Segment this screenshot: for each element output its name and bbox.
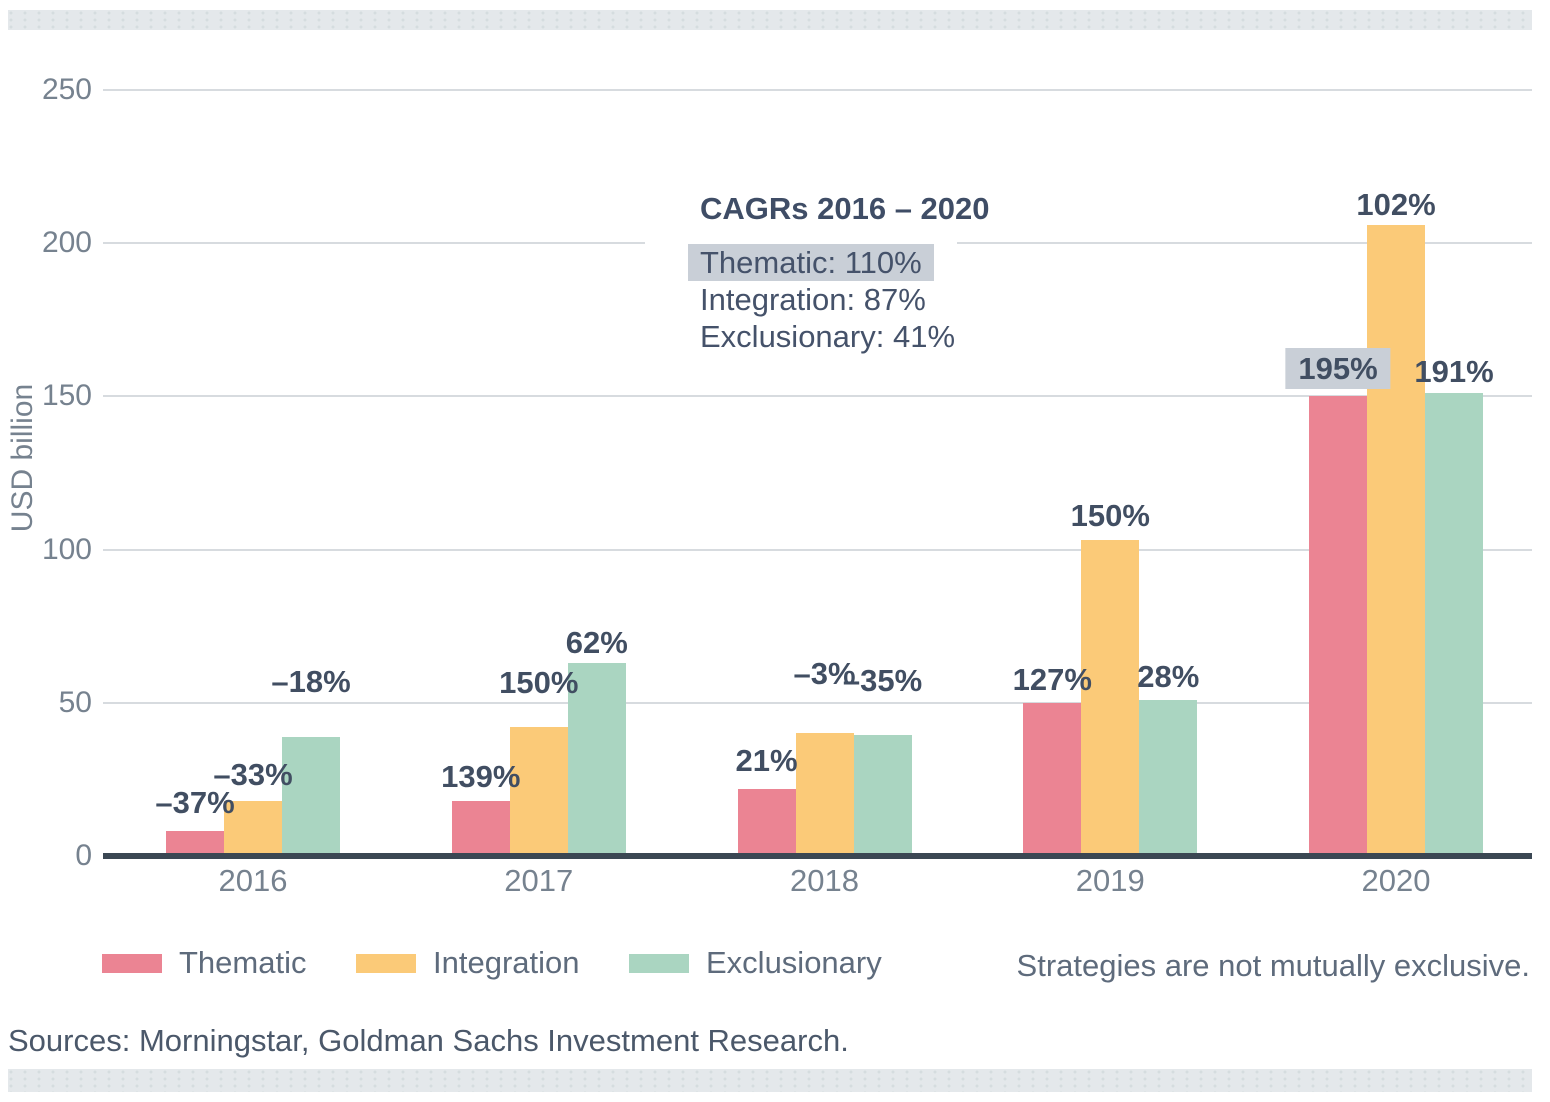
- bar-label-thematic-2020: 195%: [1285, 348, 1391, 390]
- cagr-line: Thematic: 110%: [688, 244, 957, 281]
- bar-integration-2016: [224, 800, 282, 856]
- x-tick-label-2016: 2016: [218, 863, 288, 898]
- cagr-line: Integration: 87%: [700, 281, 957, 318]
- x-tick-label-2018: 2018: [790, 863, 859, 898]
- cagr-line-text: Integration: 87%: [700, 282, 926, 317]
- bar-label-integration-2018: –3%: [793, 656, 856, 692]
- sources-text: Sources: Morningstar, Goldman Sachs Inve…: [8, 1023, 849, 1058]
- bar-label-integration-2020: 102%: [1356, 186, 1436, 222]
- bar-thematic-2018: [737, 788, 796, 856]
- x-axis-line: [103, 853, 1532, 859]
- legend-item-thematic: Thematic: [102, 945, 306, 981]
- legend-item-integration: Integration: [356, 945, 580, 981]
- bar-thematic-2019: [1023, 702, 1082, 856]
- legend-note: Strategies are not mutually exclusive.: [1016, 948, 1530, 983]
- bar-label-thematic-2019: 127%: [1012, 661, 1092, 697]
- gridline-150: [103, 395, 1532, 398]
- top-border-band: [8, 10, 1532, 30]
- legend-label-thematic: Thematic: [179, 945, 307, 980]
- cagr-annotation: CAGRs 2016 – 2020 Thematic: 110% Integrat…: [645, 180, 990, 363]
- bar-thematic-2020: [1309, 396, 1367, 856]
- y-tick-label-100: 100: [41, 532, 92, 566]
- legend-swatch-integration: [356, 953, 416, 973]
- bar-label-thematic-2016: –37%: [155, 785, 235, 821]
- bar-integration-2018: [795, 733, 854, 856]
- gridline-100: [103, 548, 1532, 551]
- bar-label-integration-2019: 150%: [1070, 498, 1150, 534]
- bar-integration-2019: [1081, 540, 1140, 856]
- y-tick-label-250: 250: [41, 73, 92, 106]
- legend-swatch-thematic: [102, 953, 162, 973]
- bottom-border-band: [8, 1069, 1532, 1092]
- y-tick-label-50: 50: [58, 685, 92, 719]
- legend-swatch-exclusionary: [629, 953, 689, 973]
- bar-label-integration-2016: –33%: [213, 756, 293, 792]
- bar-exclusionary-2016: [282, 736, 340, 856]
- legend-label-integration: Integration: [433, 945, 580, 980]
- bar-label-integration-2017: 150%: [499, 665, 579, 701]
- x-tick-label-2019: 2019: [1075, 863, 1145, 898]
- cagr-line-text: Exclusionary: 41%: [700, 319, 956, 354]
- bar-exclusionary-2019: [1139, 699, 1198, 856]
- bar-label-exclusionary-2016: –18%: [271, 663, 351, 699]
- gridline-250: [103, 89, 1532, 91]
- bar-label-exclusionary-2019: 28%: [1137, 658, 1200, 694]
- bar-integration-2017: [509, 727, 568, 856]
- bar-label-thematic-2018: 21%: [735, 742, 798, 778]
- bar-exclusionary-2018: [853, 734, 912, 856]
- cagr-annotation-lines: Thematic: 110% Integration: 87% Exclusiona…: [645, 244, 957, 355]
- gridline-50: [103, 701, 1532, 704]
- bar-exclusionary-2020: [1425, 393, 1483, 856]
- legend-label-exclusionary: Exclusionary: [706, 945, 882, 980]
- y-tick-label-200: 200: [41, 226, 92, 260]
- bar-label-exclusionary-2018: –35%: [842, 662, 923, 698]
- bar-exclusionary-2017: [567, 662, 626, 856]
- x-tick-label-2017: 2017: [504, 863, 574, 898]
- y-tick-label-0: 0: [75, 839, 92, 872]
- bar-thematic-2016: [166, 831, 224, 856]
- cagr-line: Exclusionary: 41%: [700, 318, 957, 355]
- cagr-line-highlighted-text: Thematic: 110%: [688, 244, 934, 281]
- y-tick-label-150: 150: [41, 379, 92, 413]
- cagr-annotation-title: CAGRs 2016 – 2020: [700, 191, 990, 226]
- bar-thematic-2017: [451, 800, 510, 856]
- bar-label-thematic-2017: 139%: [441, 758, 521, 794]
- bar-integration-2020: [1367, 224, 1425, 856]
- bar-label-exclusionary-2017: 62%: [565, 624, 628, 660]
- bar-label-exclusionary-2020: 191%: [1414, 354, 1494, 390]
- x-tick-label-2020: 2020: [1361, 863, 1431, 898]
- legend-item-exclusionary: Exclusionary: [629, 945, 882, 981]
